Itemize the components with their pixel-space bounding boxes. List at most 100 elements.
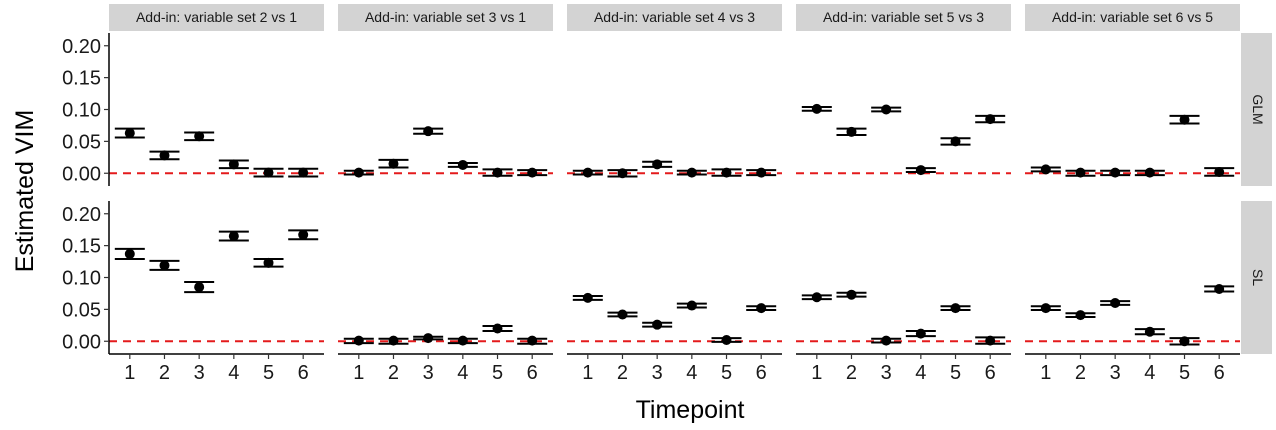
data-point <box>457 335 468 346</box>
column-strip <box>1025 4 1240 31</box>
data-point <box>1075 310 1086 321</box>
data-point <box>686 167 697 178</box>
x-tick-label: 5 <box>721 362 732 384</box>
column-strip <box>796 4 1011 31</box>
x-tick-label: 4 <box>228 362 239 384</box>
data-point <box>1110 298 1121 308</box>
data-point <box>159 150 170 161</box>
data-point <box>124 128 135 139</box>
data-point <box>652 159 663 170</box>
x-axes: 1 2 3 4 5 6 1 2 3 4 5 6 1 2 3 4 5 6 1 2 3 4 5 6 1 2 3 4 5 6 <box>109 353 1240 384</box>
column-strip-label: Add-in: variable set 2 vs 1 <box>136 9 297 25</box>
column-strip <box>567 4 782 31</box>
x-tick-label: 2 <box>617 362 628 384</box>
data-point <box>652 319 663 330</box>
x-tick-label: 3 <box>881 362 892 384</box>
data-point <box>388 158 399 169</box>
row-strip-label: SL <box>1250 269 1266 286</box>
column-strip-label: Add-in: variable set 6 vs 5 <box>1052 9 1213 25</box>
panel <box>1025 283 1240 347</box>
x-tick-label: 2 <box>159 362 170 384</box>
data-point <box>353 335 364 346</box>
data-point <box>228 231 239 242</box>
x-tick-label: 2 <box>1075 362 1086 384</box>
x-tick-label: 5 <box>492 362 503 384</box>
data-point <box>492 323 503 334</box>
x-tick-label: 1 <box>353 362 364 384</box>
x-tick-label: 2 <box>388 362 399 384</box>
data-point <box>985 114 996 125</box>
x-tick-label: 6 <box>527 362 538 384</box>
data-point <box>388 335 399 346</box>
x-tick-label: 5 <box>1179 362 1190 384</box>
x-tick-label: 5 <box>950 362 961 384</box>
x-tick-label: 4 <box>1144 362 1155 384</box>
data-point <box>721 334 732 345</box>
data-point <box>1040 164 1051 175</box>
x-tick-label: 1 <box>811 362 822 384</box>
x-tick-label: 3 <box>652 362 663 384</box>
data-point <box>1040 303 1051 314</box>
data-point <box>582 167 593 178</box>
panel <box>109 127 324 178</box>
x-tick-label: 4 <box>457 362 468 384</box>
y-tick-label: 0.10 <box>62 268 101 290</box>
data-point <box>846 289 857 300</box>
x-tick-label: 2 <box>846 362 857 384</box>
panel <box>338 323 553 346</box>
data-point <box>756 167 767 178</box>
data-point <box>527 335 538 346</box>
data-point <box>1075 167 1086 178</box>
data-point <box>811 103 822 114</box>
x-tick-label: 6 <box>985 362 996 384</box>
data-point <box>721 167 732 178</box>
column-strip-label: Add-in: variable set 5 vs 3 <box>823 9 984 25</box>
data-point <box>950 303 961 314</box>
data-point <box>298 167 309 178</box>
panel <box>567 292 782 345</box>
panel <box>1025 114 1240 178</box>
data-point <box>492 167 503 178</box>
y-axes: 0.00 0.05 0.10 0.15 0.20 0.00 0.05 0.10 0.15 0.20 <box>62 33 110 354</box>
column-strip-label: Add-in: variable set 4 vs 3 <box>594 9 755 25</box>
column-strip <box>109 4 324 31</box>
data-point <box>159 260 170 271</box>
data-point <box>298 229 309 240</box>
data-point <box>457 159 468 170</box>
x-tick-label: 6 <box>298 362 309 384</box>
panel <box>338 126 553 178</box>
data-point <box>811 292 822 303</box>
y-tick-label: 0.10 <box>62 100 101 122</box>
data-point <box>1214 283 1225 294</box>
y-tick-label: 0.20 <box>62 204 101 226</box>
data-point <box>985 335 996 346</box>
y-tick-label: 0.20 <box>62 36 101 58</box>
data-point <box>686 300 697 311</box>
x-tick-label: 1 <box>124 362 135 384</box>
x-tick-label: 3 <box>423 362 434 384</box>
panel <box>796 103 1011 176</box>
panels <box>109 103 1240 347</box>
y-tick-label: 0.00 <box>62 163 101 185</box>
y-tick-label: 0.05 <box>62 299 101 321</box>
panel <box>796 289 1011 346</box>
data-point <box>194 131 205 142</box>
data-point <box>263 167 274 178</box>
data-point <box>617 309 628 320</box>
data-point <box>582 292 593 303</box>
data-point <box>263 257 274 268</box>
column-strip-label: Add-in: variable set 3 vs 1 <box>365 9 526 25</box>
data-point <box>423 126 434 137</box>
data-point <box>950 136 961 147</box>
data-point <box>756 303 767 314</box>
data-point <box>228 159 239 170</box>
panel <box>109 229 324 343</box>
data-point <box>423 333 434 344</box>
data-point <box>527 167 538 178</box>
y-tick-label: 0.15 <box>62 236 101 258</box>
y-tick-label: 0.00 <box>62 331 101 353</box>
data-point <box>1110 167 1121 178</box>
x-tick-label: 6 <box>1214 362 1225 384</box>
data-point <box>1214 166 1225 177</box>
